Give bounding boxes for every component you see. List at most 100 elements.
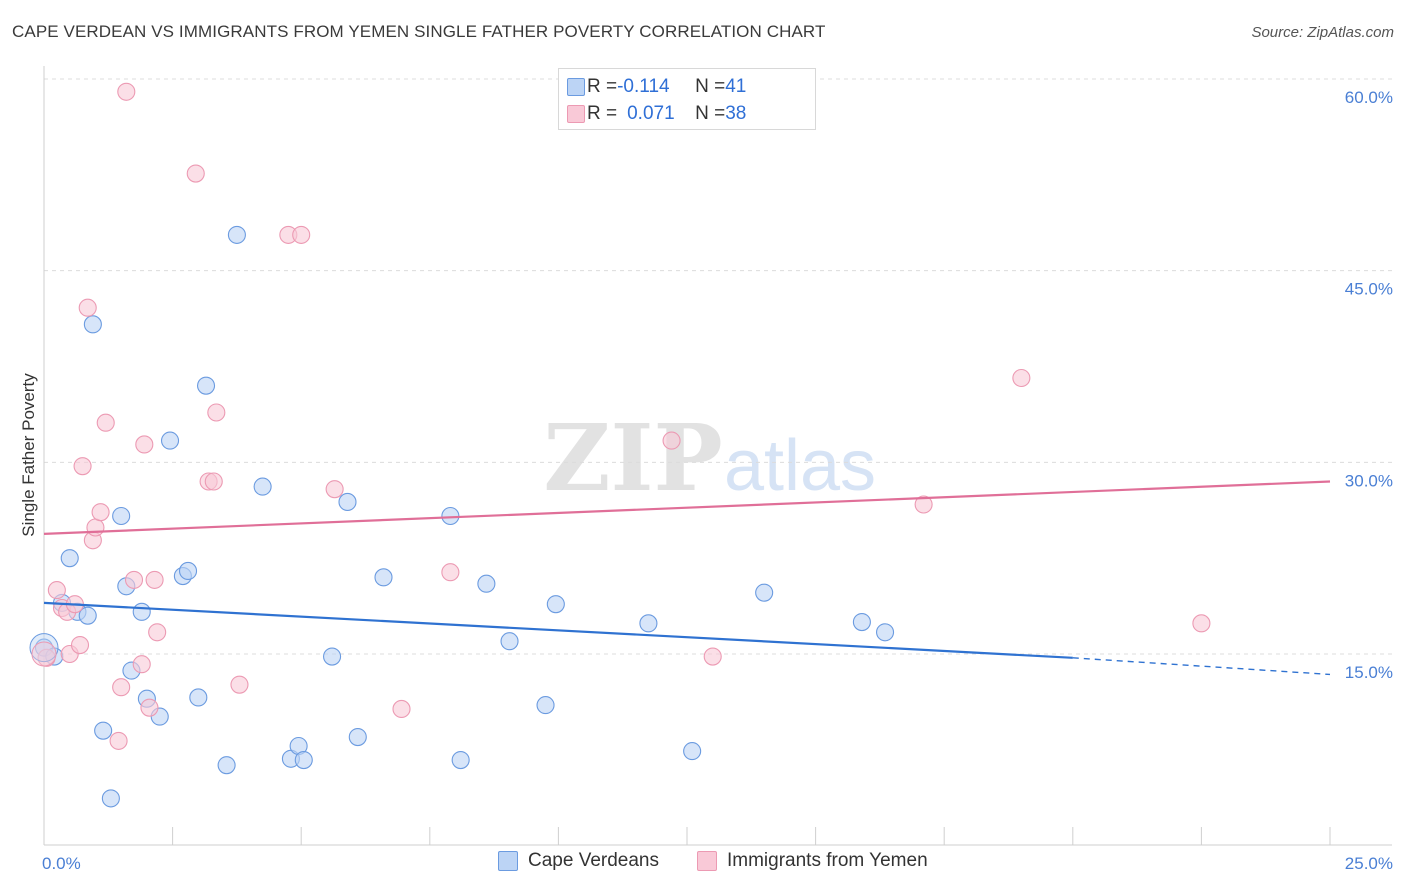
source-label: Source: ZipAtlas.com [1251,24,1394,41]
y-tick-label: 30.0% [1345,471,1393,490]
legend-n-value: 41 [725,76,747,97]
point-yemen [112,678,131,697]
point-cape-verdeans [477,574,496,593]
point-yemen [145,570,164,589]
point-cape-verdeans [112,506,131,526]
y-tick-labels: 15.0% 30.0% 45.0% 60.0% [1345,88,1393,682]
point-yemen [96,413,115,432]
point-yemen [124,570,144,589]
point-cape-verdeans-cluster [29,633,59,663]
legend-swatch-blue [498,851,518,871]
point-cape-verdeans [294,751,313,770]
legend-item-cape-verdeans: Cape Verdeans [498,850,659,872]
point-yemen [148,623,167,642]
point-yemen [325,480,344,499]
legend-item-yemen: Immigrants from Yemen [697,850,928,872]
point-cape-verdeans [160,431,180,450]
y-tick-label: 60.0% [1345,88,1393,107]
point-yemen [140,698,159,717]
point-yemen [132,655,151,674]
legend-r-label: R = [587,103,618,124]
legend-row-pink: R = 0.071 N = 38 [567,101,747,127]
point-cape-verdeans [683,742,702,761]
point-cape-verdeans [101,789,120,808]
legend-r-value: 0.071 [627,103,675,124]
point-cape-verdeans [83,315,102,334]
point-yemen [230,675,249,694]
point-cape-verdeans [348,728,367,747]
point-yemen [703,647,722,666]
point-cape-verdeans [536,696,555,715]
watermark-zip: ZIP [543,404,722,512]
gridlines [44,78,1392,655]
point-yemen [207,403,226,422]
point-cape-verdeans [178,561,198,580]
point-yemen [914,495,933,514]
x-tick-labels: 0.0% 25.0% [42,854,1393,873]
legend-swatch-pink [697,851,717,871]
legend-swatch-blue [567,78,585,96]
y-tick-label: 15.0% [1345,663,1393,682]
point-cape-verdeans [755,583,774,602]
x-tick-label: 25.0% [1345,854,1393,873]
point-yemen [1192,614,1211,633]
legend-r-value: -0.114 [617,76,670,97]
y-tick-label: 45.0% [1345,280,1393,299]
point-yemen [204,472,223,491]
chart-title: CAPE VERDEAN VS IMMIGRANTS FROM YEMEN SI… [12,22,826,41]
trend-line-cape-verdeans [43,601,1073,659]
point-yemen [73,457,92,476]
point-cape-verdeans [338,492,357,511]
point-cape-verdeans [374,568,393,587]
point-cape-verdeans [852,613,871,632]
point-yemen [392,699,411,718]
point-yemen [662,431,681,450]
axes [43,66,1392,846]
legend-r-label: R = [587,76,618,97]
series-legend: Cape Verdeans Immigrants from Yemen [0,850,1406,878]
point-yemen [70,636,90,655]
point-yemen [91,503,110,522]
legend-label: Immigrants from Yemen [727,850,928,871]
point-yemen [135,435,154,454]
legend-swatch-pink [567,105,585,123]
point-cape-verdeans [60,549,79,568]
point-yemen [117,82,136,101]
point-yemen [292,225,311,244]
x-tick-label: 0.0% [42,854,81,873]
legend-row-blue: R = -0.114 N = 41 [567,74,747,100]
point-cape-verdeans [875,623,895,642]
trend-lines [43,480,1331,676]
point-cape-verdeans [451,751,470,770]
legend-n-label: N = [695,103,726,124]
point-cape-verdeans [78,606,97,625]
point-cape-verdeans [94,721,113,740]
point-cape-verdeans [500,632,519,651]
point-yemen [109,731,128,750]
point-cape-verdeans [196,376,216,395]
point-cape-verdeans [189,688,208,707]
point-cape-verdeans [546,595,565,614]
point-cape-verdeans [227,225,246,244]
point-yemen [441,563,460,582]
point-cape-verdeans [323,647,342,666]
point-yemen [78,298,97,317]
y-axis-label: Single Father Poverty [19,373,38,537]
point-cape-verdeans [639,614,658,633]
point-cape-verdeans [132,602,151,621]
stats-legend: R = -0.114 N = 41 R = 0.071 N = 38 [558,68,816,130]
legend-n-label: N = [695,76,726,97]
watermark: ZIP atlas [543,404,876,512]
point-cape-verdeans [253,477,272,496]
point-yemen [1012,368,1031,388]
trend-line-yemen [43,480,1331,535]
point-yemen [47,581,66,600]
watermark-atlas: atlas [724,426,876,506]
legend-n-value: 38 [725,103,747,124]
point-yemen-cluster [31,641,57,667]
point-yemen [86,518,105,537]
legend-label: Cape Verdeans [528,850,659,871]
trend-line-cape-verdeans-extension [1072,657,1331,676]
point-yemen [186,164,205,183]
